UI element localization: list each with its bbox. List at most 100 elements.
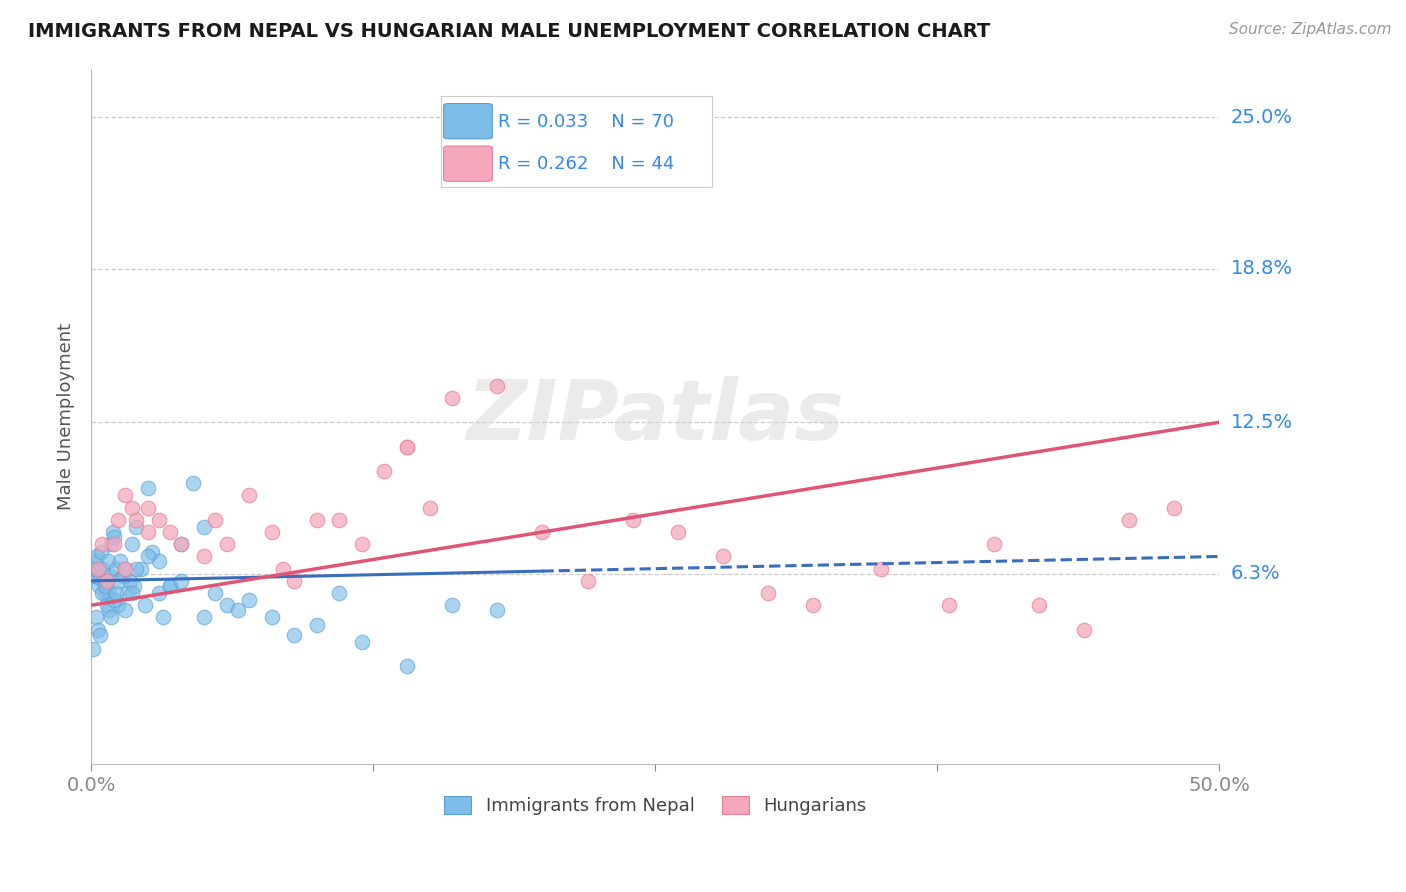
Point (170, 537, 193, 551)
Text: ZIPatlas: ZIPatlas (467, 376, 844, 457)
Point (204, 586, 226, 600)
Point (1028, 599, 1050, 613)
Point (82, 569, 104, 583)
Point (621, 513, 644, 527)
Point (148, 554, 170, 568)
Point (441, 599, 464, 613)
Point (125, 520, 148, 534)
Point (89, 627, 111, 641)
Text: IMMIGRANTS FROM NEPAL VS HUNGARIAN MALE UNEMPLOYMENT CORRELATION CHART: IMMIGRANTS FROM NEPAL VS HUNGARIAN MALE … (28, 22, 990, 41)
Point (441, 391, 464, 405)
Text: 18.8%: 18.8% (1230, 259, 1292, 278)
Point (350, 635, 373, 649)
Point (486, 603, 509, 617)
Point (305, 513, 328, 527)
Point (531, 524, 554, 539)
Point (373, 464, 395, 478)
Point (107, 513, 129, 527)
Point (87, 579, 110, 593)
Point (98, 586, 121, 600)
Point (666, 524, 689, 539)
Point (1118, 513, 1140, 527)
Point (396, 659, 419, 673)
Point (204, 513, 226, 527)
Point (121, 500, 143, 515)
Point (260, 524, 283, 539)
Point (305, 617, 328, 632)
Y-axis label: Male Unemployment: Male Unemployment (58, 323, 75, 509)
Point (283, 574, 305, 588)
Point (159, 524, 181, 539)
Point (125, 562, 148, 576)
Point (84, 610, 107, 624)
Point (328, 513, 350, 527)
Point (134, 599, 156, 613)
Point (711, 549, 734, 564)
Point (486, 378, 509, 392)
Point (122, 579, 145, 593)
Point (419, 500, 441, 515)
Point (136, 500, 159, 515)
Point (193, 549, 215, 564)
Point (170, 574, 193, 588)
Point (87, 562, 110, 576)
Point (114, 562, 136, 576)
Point (283, 627, 305, 641)
Point (117, 586, 139, 600)
Point (576, 574, 599, 588)
Point (148, 586, 170, 600)
Point (193, 520, 215, 534)
Point (98, 569, 121, 583)
Point (125, 513, 148, 527)
Point (328, 586, 350, 600)
Point (136, 524, 159, 539)
Point (111, 569, 134, 583)
Point (96, 574, 118, 588)
Point (96, 574, 118, 588)
Point (83, 562, 105, 576)
Point (104, 586, 127, 600)
Point (121, 537, 143, 551)
Point (93, 586, 115, 600)
Point (93, 579, 115, 593)
Point (103, 537, 125, 551)
Point (136, 549, 159, 564)
Point (170, 537, 193, 551)
Point (82, 642, 104, 657)
Point (350, 537, 373, 551)
Point (91, 562, 114, 576)
Point (238, 488, 260, 502)
Point (87, 564, 110, 578)
Point (110, 554, 132, 568)
Point (104, 562, 127, 576)
Point (100, 537, 122, 551)
Point (103, 530, 125, 544)
Point (90, 544, 112, 558)
Text: 6.3%: 6.3% (1230, 564, 1279, 583)
Point (100, 610, 122, 624)
Text: Source: ZipAtlas.com: Source: ZipAtlas.com (1229, 22, 1392, 37)
Text: 12.5%: 12.5% (1230, 413, 1292, 432)
Point (238, 593, 260, 607)
Point (87, 623, 110, 637)
Point (84, 554, 107, 568)
Point (107, 574, 129, 588)
Point (1163, 500, 1185, 515)
Point (114, 488, 136, 502)
Point (215, 599, 238, 613)
Point (96, 599, 118, 613)
Point (129, 562, 152, 576)
Point (118, 574, 141, 588)
Point (396, 440, 419, 454)
Point (870, 562, 893, 576)
Point (260, 610, 283, 624)
Point (98, 603, 121, 617)
Point (91, 586, 114, 600)
Point (215, 537, 238, 551)
Point (193, 610, 215, 624)
Point (121, 586, 143, 600)
Point (983, 537, 1005, 551)
Point (271, 562, 294, 576)
Point (107, 599, 129, 613)
Point (103, 593, 125, 607)
